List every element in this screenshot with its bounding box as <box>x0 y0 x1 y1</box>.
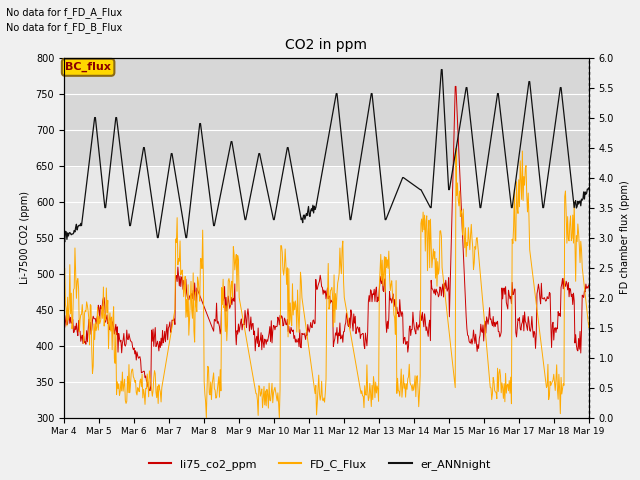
Bar <box>64 58 589 166</box>
Y-axis label: FD chamber flux (ppm): FD chamber flux (ppm) <box>620 181 630 294</box>
Legend: li75_co2_ppm, FD_C_Flux, er_ANNnight: li75_co2_ppm, FD_C_Flux, er_ANNnight <box>145 454 495 474</box>
Text: No data for f_FD_B_Flux: No data for f_FD_B_Flux <box>6 22 123 33</box>
Text: BC_flux: BC_flux <box>65 62 111 72</box>
Text: No data for f_FD_A_Flux: No data for f_FD_A_Flux <box>6 7 122 18</box>
Title: CO2 in ppm: CO2 in ppm <box>285 38 367 52</box>
Y-axis label: Li-7500 CO2 (ppm): Li-7500 CO2 (ppm) <box>20 191 30 284</box>
